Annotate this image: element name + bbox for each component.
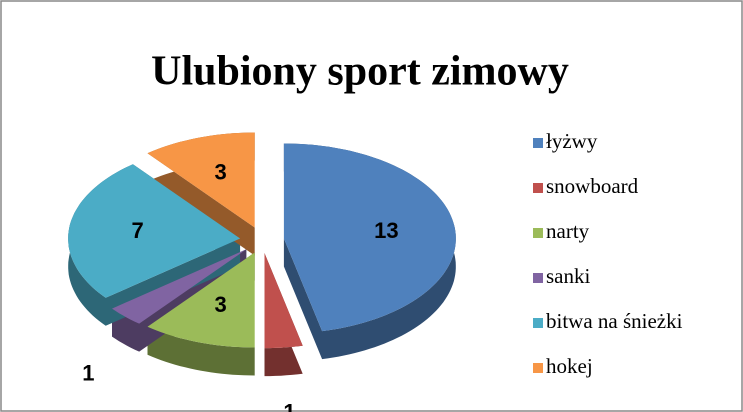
legend-marker <box>533 318 543 328</box>
legend-marker <box>533 183 543 193</box>
slice <box>264 253 303 349</box>
data-label: 3 <box>215 160 227 185</box>
legend-label: bitwa na śnieżki <box>546 309 683 333</box>
data-label: 13 <box>374 218 398 243</box>
slice <box>112 249 247 324</box>
data-label: 7 <box>131 218 143 243</box>
legend-marker <box>533 363 543 373</box>
legend-label: hokej <box>546 354 593 378</box>
slice <box>68 164 241 298</box>
legend-label: narty <box>546 219 590 243</box>
legend-marker <box>533 228 543 238</box>
data-label: 1 <box>82 360 94 385</box>
legend-marker <box>533 273 543 283</box>
legend-label: łyżwy <box>546 129 598 153</box>
slice <box>147 132 255 228</box>
legend-label: snowboard <box>546 174 639 198</box>
slice <box>283 143 456 332</box>
chart-title: Ulubiony sport zimowy <box>151 49 569 95</box>
data-label: 3 <box>215 292 227 317</box>
legend-label: sanki <box>546 264 590 288</box>
data-label: 1 <box>283 400 295 412</box>
slice <box>147 252 255 348</box>
legend-marker <box>533 138 543 148</box>
slice-side <box>68 164 241 326</box>
